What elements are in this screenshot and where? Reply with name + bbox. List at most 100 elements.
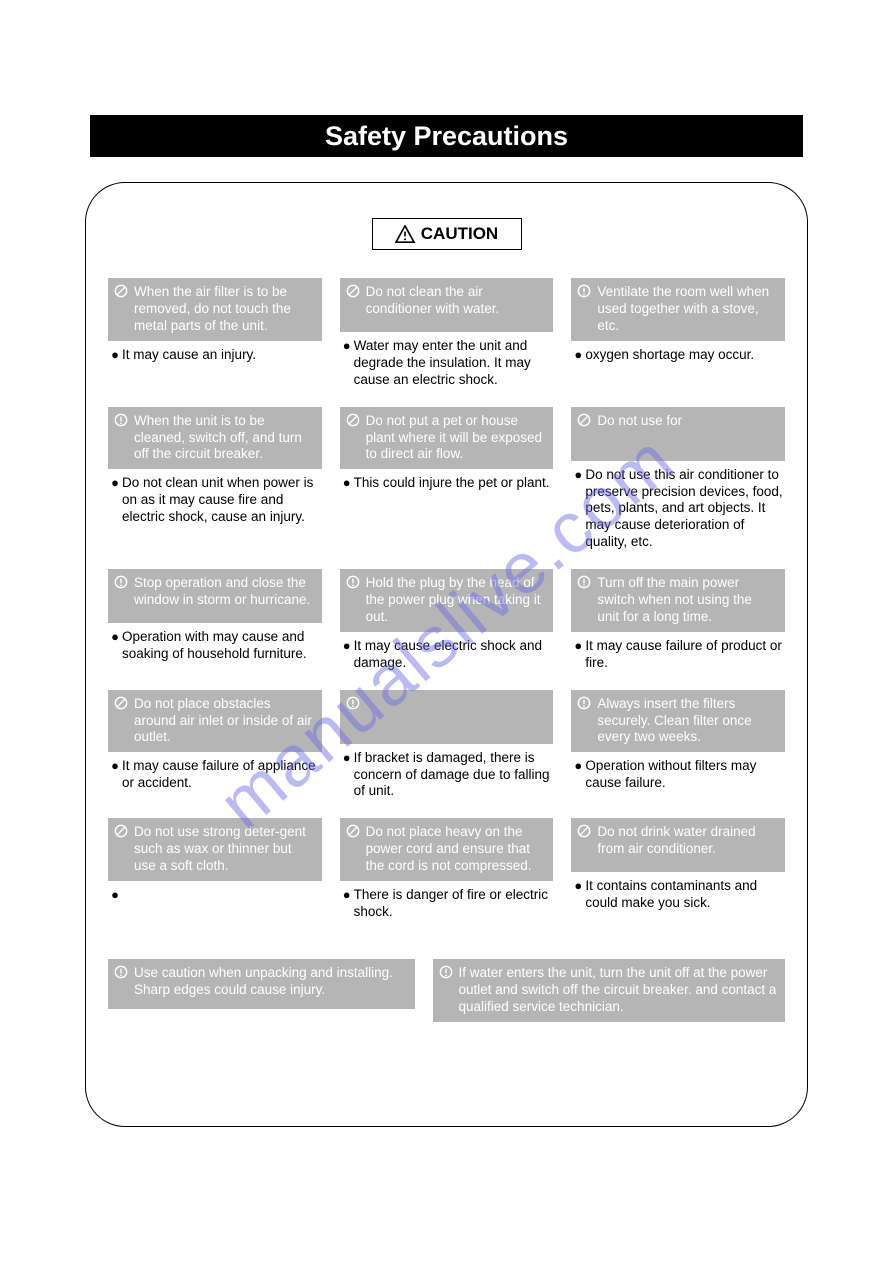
caution-cell-body: ●There is danger of fire or electric sho… [340,881,554,939]
prohibit-icon [577,413,591,427]
caution-cell-head: When the unit is to be cleaned, switch o… [108,407,322,470]
caution-cell-body-text: This could injure the pet or plant. [354,475,554,492]
caution-cell-body-text: Operation with may cause and soaking of … [122,629,322,663]
caution-label: CAUTION [421,224,498,244]
caution-cell-head: Do not place heavy on the power cord and… [340,818,554,881]
prohibit-icon [114,696,128,710]
caution-cell-body-text: It may cause failure of product or fire. [585,638,785,672]
caution-cell-head: Hold the plug by the head of the power p… [340,569,554,632]
info-icon [577,575,591,589]
caution-cell-head-text: Do not place obstacles around air inlet … [134,696,314,747]
prohibit-icon [114,824,128,838]
caution-cell-body-text: There is danger of fire or electric shoc… [354,887,554,921]
caution-cell-head: Always insert the filters securely. Clea… [571,690,785,753]
caution-cell-head: Ventilate the room well when used togeth… [571,278,785,341]
info-icon [114,575,128,589]
caution-cell-body: ●If bracket is damaged, there is concern… [340,744,554,819]
caution-cell-body-text: oxygen shortage may occur. [585,347,785,364]
bullet-dot: ● [108,475,122,526]
info-icon [577,696,591,710]
caution-cell-head: Do not use strong deter-gent such as wax… [108,818,322,881]
caution-cell-body-text: It may cause electric shock and damage. [354,638,554,672]
caution-cell-head-text: Do not clean the air conditioner with wa… [366,284,546,318]
caution-cell-body: ● [108,881,322,939]
content-panel: CAUTION When the air filter is to be rem… [85,182,808,1127]
caution-cell: Do not drink water drained from air cond… [571,818,785,939]
caution-cell-body: ●It may cause an injury. [108,341,322,399]
caution-cell-head: Use caution when unpacking and installin… [108,959,415,1009]
caution-cell: Always insert the filters securely. Clea… [571,690,785,819]
caution-cell: Do not put a pet or house plant where it… [340,407,554,569]
caution-cell-head-text: If water enters the unit, turn the unit … [459,965,778,1016]
caution-badge: CAUTION [372,218,522,250]
caution-cell-head: Do not drink water drained from air cond… [571,818,785,872]
caution-cell-body: ●Water may enter the unit and degrade th… [340,332,554,407]
caution-cell-head: Do not put a pet or house plant where it… [340,407,554,470]
bullet-dot: ● [571,878,585,912]
bullet-dot: ● [340,475,354,492]
caution-cell-head: Stop operation and close the window in s… [108,569,322,623]
caution-cell-head-text: When the air filter is to be removed, do… [134,284,314,335]
caution-cell-head-text: Do not drink water drained from air cond… [597,824,777,858]
page-title-bar: Safety Precautions [90,115,803,157]
caution-cell-body: ●It may cause failure of product or fire… [571,632,785,690]
caution-cell-body-text: Do not use this air conditioner to prese… [585,467,785,551]
caution-bottom-row: Use caution when unpacking and installin… [108,959,785,1022]
warning-triangle-icon [395,225,415,243]
caution-cell-body: ●It may cause electric shock and damage. [340,632,554,690]
caution-cell: Do not place heavy on the power cord and… [340,818,554,939]
bullet-dot: ● [108,347,122,364]
caution-cell-head-text: Do not use strong deter-gent such as wax… [134,824,314,875]
caution-cell: Stop operation and close the window in s… [108,569,322,690]
caution-cell: ●If bracket is damaged, there is concern… [340,690,554,819]
caution-cell-head-text: Do not use for [597,413,777,430]
caution-cell-body-text: If bracket is damaged, there is concern … [354,750,554,801]
caution-bottom-cell: If water enters the unit, turn the unit … [433,959,786,1022]
caution-cell-body: ●Operation without filters may cause fai… [571,752,785,810]
bullet-dot: ● [108,629,122,663]
caution-cell-body: ●Do not use this air conditioner to pres… [571,461,785,569]
bullet-dot: ● [340,750,354,801]
bullet-dot: ● [571,347,585,364]
caution-cell-body: ●It may cause failure of appliance or ac… [108,752,322,810]
caution-cell: Do not place obstacles around air inlet … [108,690,322,819]
caution-cell-body: ● oxygen shortage may occur. [571,341,785,399]
caution-cell-head-text: Always insert the filters securely. Clea… [597,696,777,747]
caution-cell-body-text: It contains contaminants and could make … [585,878,785,912]
caution-cell: Do not use strong deter-gent such as wax… [108,818,322,939]
caution-cell-head: When the air filter is to be removed, do… [108,278,322,341]
bullet-dot: ● [571,758,585,792]
caution-cell-head-text: Hold the plug by the head of the power p… [366,575,546,626]
caution-cell-body-text: Do not clean unit when power is on as it… [122,475,322,526]
info-icon [114,413,128,427]
caution-cell-body-text: Operation without filters may cause fail… [585,758,785,792]
caution-cell: Ventilate the room well when used togeth… [571,278,785,407]
info-icon [346,696,360,710]
caution-cell: When the air filter is to be removed, do… [108,278,322,407]
bullet-dot: ● [340,887,354,921]
caution-cell-body: ●Do not clean unit when power is on as i… [108,469,322,544]
info-icon [114,965,128,979]
caution-cell-body: ●Operation with may cause and soaking of… [108,623,322,681]
caution-cell-body: ●It contains contaminants and could make… [571,872,785,930]
caution-cell-head-text: Do not place heavy on the power cord and… [366,824,546,875]
prohibit-icon [577,824,591,838]
prohibit-icon [114,284,128,298]
bullet-dot: ● [340,638,354,672]
caution-grid: When the air filter is to be removed, do… [108,278,785,939]
info-icon [577,284,591,298]
caution-cell-head: Do not clean the air conditioner with wa… [340,278,554,332]
caution-cell-head-text: Do not put a pet or house plant where it… [366,413,546,464]
caution-cell-head [340,690,554,744]
prohibit-icon [346,824,360,838]
info-icon [346,575,360,589]
caution-cell-head-text: When the unit is to be cleaned, switch o… [134,413,314,464]
bullet-dot: ● [108,758,122,792]
caution-cell-head: Do not use for [571,407,785,461]
caution-cell: Turn off the main power switch when not … [571,569,785,690]
info-icon [439,965,453,979]
caution-cell-body-text [122,887,322,904]
caution-cell-head: Do not place obstacles around air inlet … [108,690,322,753]
caution-cell-head-text: Ventilate the room well when used togeth… [597,284,777,335]
caution-cell: Do not clean the air conditioner with wa… [340,278,554,407]
